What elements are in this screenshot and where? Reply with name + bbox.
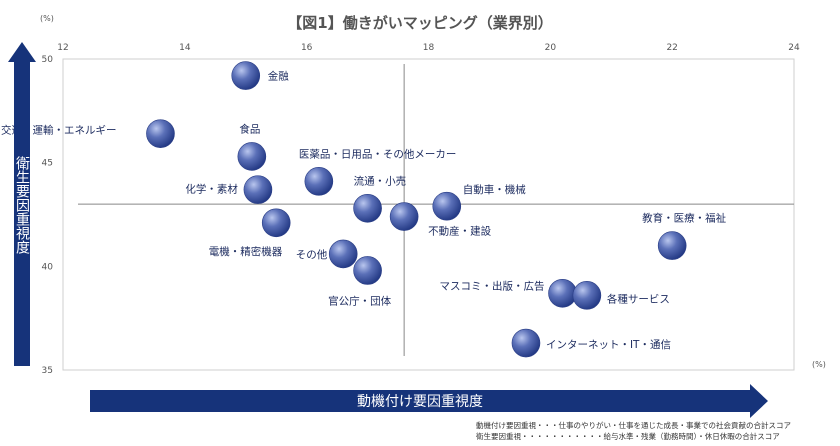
data-points bbox=[146, 61, 687, 358]
x-axis-arrow: 動機付け要因重視度 bbox=[90, 384, 768, 418]
y-tick-labels: 35 40 45 50 bbox=[42, 55, 54, 376]
y-axis-label: 衛生要因重視度 bbox=[14, 156, 30, 254]
data-point bbox=[353, 193, 382, 223]
y-unit-label: (%) bbox=[40, 14, 54, 23]
x-tick-label: 24 bbox=[788, 43, 800, 53]
data-point bbox=[432, 191, 462, 221]
data-point bbox=[237, 142, 267, 171]
point-label: 化学・素材 bbox=[185, 183, 238, 196]
data-point bbox=[243, 175, 273, 204]
x-tick-label: 12 bbox=[57, 43, 68, 53]
point-label: インターネット・IT・通信 bbox=[546, 339, 671, 351]
x-tick-label: 16 bbox=[301, 43, 313, 53]
y-tick-label: 45 bbox=[42, 159, 53, 169]
point-label: 医薬品・日用品・その他メーカー bbox=[299, 147, 457, 160]
point-label: その他 bbox=[296, 248, 328, 261]
point-label: 流通・小売 bbox=[354, 174, 407, 187]
x-tick-label: 14 bbox=[179, 43, 191, 53]
data-point bbox=[146, 119, 175, 148]
y-tick-label: 40 bbox=[42, 262, 54, 272]
data-point bbox=[328, 239, 358, 269]
chart-title: 【図1】働きがいマッピング（業界別） bbox=[287, 14, 552, 32]
y-axis-arrow: 衛生要因重視度 bbox=[8, 42, 36, 366]
x-axis-arrow-shape bbox=[90, 384, 768, 418]
x-unit-label: (%) bbox=[812, 360, 826, 369]
data-point bbox=[511, 328, 541, 358]
point-label: 金融 bbox=[268, 70, 289, 83]
y-tick-label: 50 bbox=[42, 55, 54, 65]
y-tick-label: 35 bbox=[42, 366, 53, 376]
point-label: 不動産・建設 bbox=[428, 225, 491, 238]
point-label: 電機・精密機器 bbox=[209, 245, 283, 258]
point-label: 教育・医療・福祉 bbox=[642, 212, 726, 225]
point-label: 各種サービス bbox=[607, 292, 670, 305]
plot-area bbox=[62, 58, 795, 371]
data-point bbox=[231, 61, 261, 90]
data-point bbox=[657, 231, 687, 260]
note-line-1: 動機付け要因重視・・・仕事のやりがい・仕事を通じた成長・事業での社会貢献の合計ス… bbox=[476, 420, 791, 430]
x-tick-label: 22 bbox=[666, 43, 677, 53]
data-point bbox=[261, 208, 291, 238]
x-axis-label: 動機付け要因重視度 bbox=[357, 394, 483, 410]
x-tick-labels: 12 14 16 18 20 22 24 bbox=[57, 43, 800, 53]
data-point bbox=[572, 281, 602, 310]
data-point bbox=[353, 256, 382, 285]
point-label: マスコミ・出版・広告 bbox=[440, 279, 545, 292]
data-point bbox=[304, 167, 334, 196]
point-label: 自動車・機械 bbox=[463, 183, 526, 196]
data-point bbox=[389, 202, 419, 231]
note-line-2: 衛生要因重視・・・・・・・・・・・給与水準・残業（勤務時間）・休日休暇の合計スコ… bbox=[476, 431, 780, 441]
data-point bbox=[548, 278, 577, 308]
x-tick-label: 20 bbox=[545, 43, 557, 53]
x-tick-label: 18 bbox=[423, 43, 435, 53]
point-label: 食品 bbox=[239, 122, 260, 135]
y-axis-arrow-shape bbox=[8, 42, 36, 366]
point-label: 官公庁・団体 bbox=[328, 294, 391, 307]
